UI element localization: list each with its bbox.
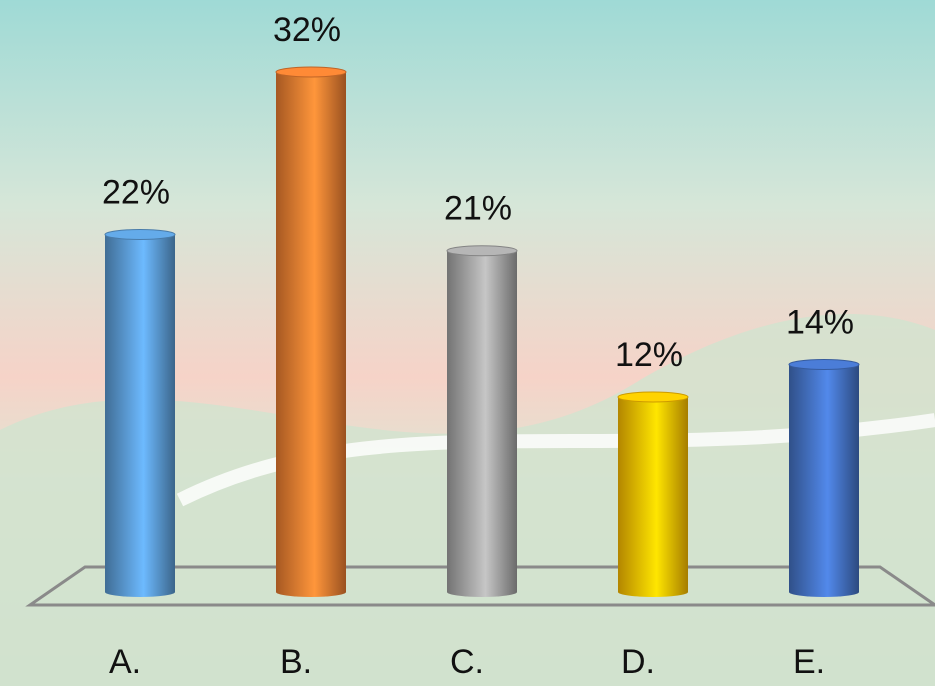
data-label: 32% xyxy=(273,11,341,49)
x-tick-label: B. xyxy=(280,643,312,681)
data-label: 22% xyxy=(102,173,170,211)
x-tick-label: D. xyxy=(621,643,655,681)
data-label: 14% xyxy=(786,303,854,341)
bar xyxy=(105,234,175,597)
x-tick-label: C. xyxy=(450,643,484,681)
bar-cap xyxy=(275,66,347,78)
bar-cap xyxy=(617,391,689,403)
bar xyxy=(276,72,346,597)
x-tick-label: E. xyxy=(793,643,825,681)
bar-cap xyxy=(104,229,176,240)
x-tick-label: A. xyxy=(109,643,141,681)
bar xyxy=(789,364,859,597)
bar xyxy=(447,250,517,597)
bar-cap xyxy=(788,359,860,370)
bar-cap xyxy=(446,245,518,257)
data-label: 21% xyxy=(444,190,512,228)
bar xyxy=(618,397,688,597)
data-label: 12% xyxy=(615,336,683,374)
floor-plane xyxy=(25,565,935,607)
